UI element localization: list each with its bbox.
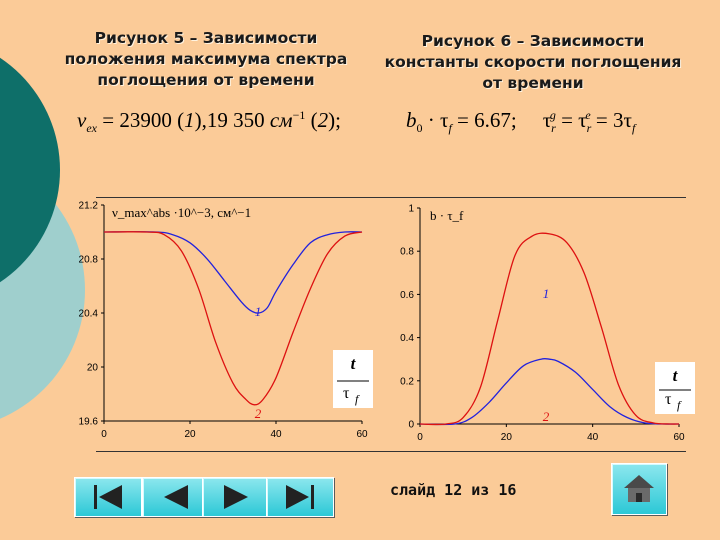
x-tick-label: 60 (356, 429, 368, 440)
bottom-separator (96, 451, 686, 452)
x-tick-label: 0 (417, 432, 423, 443)
x-label-box (333, 350, 373, 408)
y-tick-label: 20 (87, 363, 99, 374)
y-axis-label: b · τ_f (430, 208, 464, 223)
y-tick-label: 20.4 (79, 309, 99, 320)
x-label-t: t (351, 354, 357, 373)
series-label-1: 1 (543, 286, 550, 301)
y-tick-label: 0 (408, 420, 414, 431)
skip-to-last-icon (286, 485, 314, 509)
x-tick-label: 0 (101, 429, 107, 440)
slide-counter: слайд 12 из 16 (390, 481, 517, 499)
x-label-t: t (673, 366, 679, 385)
chart-6: 1 0.8 0.6 0.4 0.2 00 20 40 60 1 2 b · τ_ftτ f (400, 204, 695, 443)
series-line-1 (103, 231, 363, 314)
y-tick-label: 21.2 (79, 201, 99, 212)
next-slide-button[interactable] (202, 477, 270, 517)
y-tick-label: 19.6 (79, 417, 99, 428)
previous-slide-button[interactable] (142, 477, 210, 517)
arrow-right-icon (224, 485, 248, 509)
top-separator (96, 197, 686, 198)
x-label-box (655, 362, 695, 414)
chart-5: 21.2 20.8 20.4 20 19.60 20 40 60 1 2 ν_max^abs ·10… (79, 201, 373, 440)
x-tick-label: 40 (587, 432, 599, 443)
series-label-2: 2 (543, 409, 550, 424)
x-tick-label: 60 (673, 432, 685, 443)
home-icon (624, 475, 654, 502)
x-label-f: f (355, 392, 360, 406)
y-tick-label: 0.2 (400, 376, 414, 387)
arrow-left-icon (164, 485, 188, 509)
last-slide-button[interactable] (266, 477, 334, 517)
x-tick-label: 40 (270, 429, 282, 440)
series-line-2 (419, 232, 680, 426)
decorative-circles (0, 57, 85, 419)
x-tick-label: 20 (184, 429, 196, 440)
skip-to-first-icon (94, 485, 122, 509)
x-tick-label: 20 (501, 432, 513, 443)
y-axis-label: ν_max^abs ·10^−3, см^−1 (112, 205, 251, 220)
x-label-tau: τ (665, 391, 672, 408)
formula-b0-tau: b0 · τf = 6.67; τrg = τre = 3τf (406, 108, 636, 136)
y-tick-label: 0.8 (400, 247, 414, 258)
series-line-1 (419, 357, 680, 426)
x-label-f: f (677, 398, 682, 412)
y-tick-label: 0.4 (400, 333, 414, 344)
y-tick-label: 20.8 (79, 255, 99, 266)
y-tick-label: 0.6 (400, 290, 414, 301)
figure-6-title: Рисунок 6 – Зависимости константы скорос… (384, 32, 682, 92)
series-line-2 (103, 231, 363, 406)
y-tick-label: 1 (408, 204, 414, 215)
formula-nu-ex: νex = 23900 (1),19 350 см−1 (2); (77, 108, 341, 136)
first-slide-button[interactable] (74, 477, 142, 517)
x-label-tau: τ (343, 385, 350, 402)
series-label-1: 1 (255, 304, 262, 319)
series-label-2: 2 (255, 406, 262, 421)
figure-5-title: Рисунок 5 – Зависимости положения максим… (64, 29, 348, 89)
home-button[interactable] (611, 463, 667, 515)
